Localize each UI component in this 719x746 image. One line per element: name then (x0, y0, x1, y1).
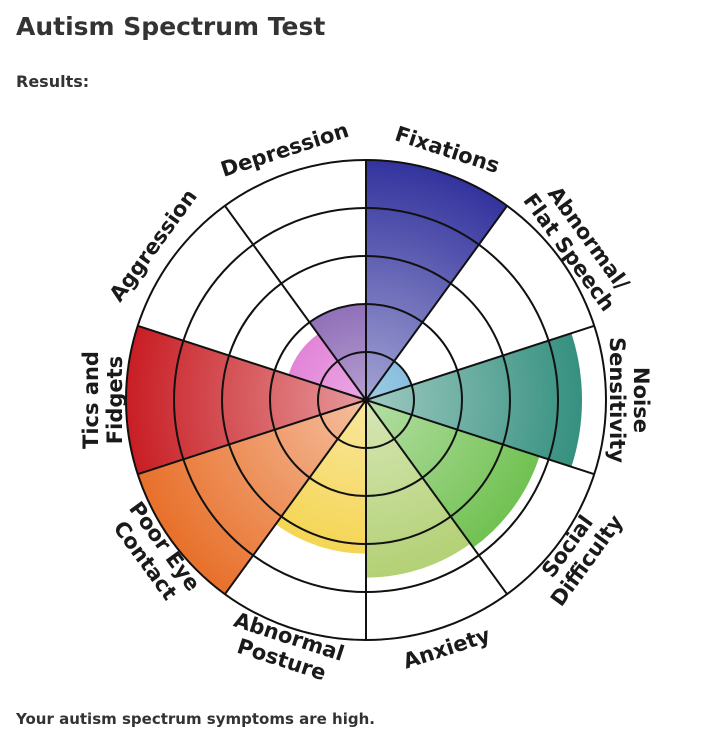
segment (288, 333, 366, 400)
segment (366, 400, 471, 578)
segment (366, 333, 582, 467)
page-title: Autism Spectrum Test (16, 12, 326, 41)
spoke (224, 205, 367, 401)
category-label: Fidgets (103, 356, 127, 444)
results-label: Results: (16, 72, 90, 91)
segment (137, 400, 366, 595)
segment (275, 400, 366, 554)
spoke (365, 399, 595, 476)
category-label: Anxiety (400, 623, 493, 674)
segment (309, 304, 366, 400)
category-label: Depression (218, 118, 352, 182)
spoke (365, 399, 508, 595)
spoke (365, 324, 595, 401)
category-label: Sensitivity (605, 337, 629, 463)
spoke (137, 399, 367, 476)
segment (125, 325, 366, 475)
spoke (365, 205, 508, 401)
segment (366, 400, 540, 548)
result-text: Your autism spectrum symptoms are high. (16, 710, 375, 728)
segment (366, 160, 508, 400)
category-label: Tics and (79, 351, 103, 449)
category-label: Noise (629, 367, 653, 433)
spoke (137, 324, 367, 401)
segment (366, 361, 412, 400)
spoke (224, 399, 367, 595)
